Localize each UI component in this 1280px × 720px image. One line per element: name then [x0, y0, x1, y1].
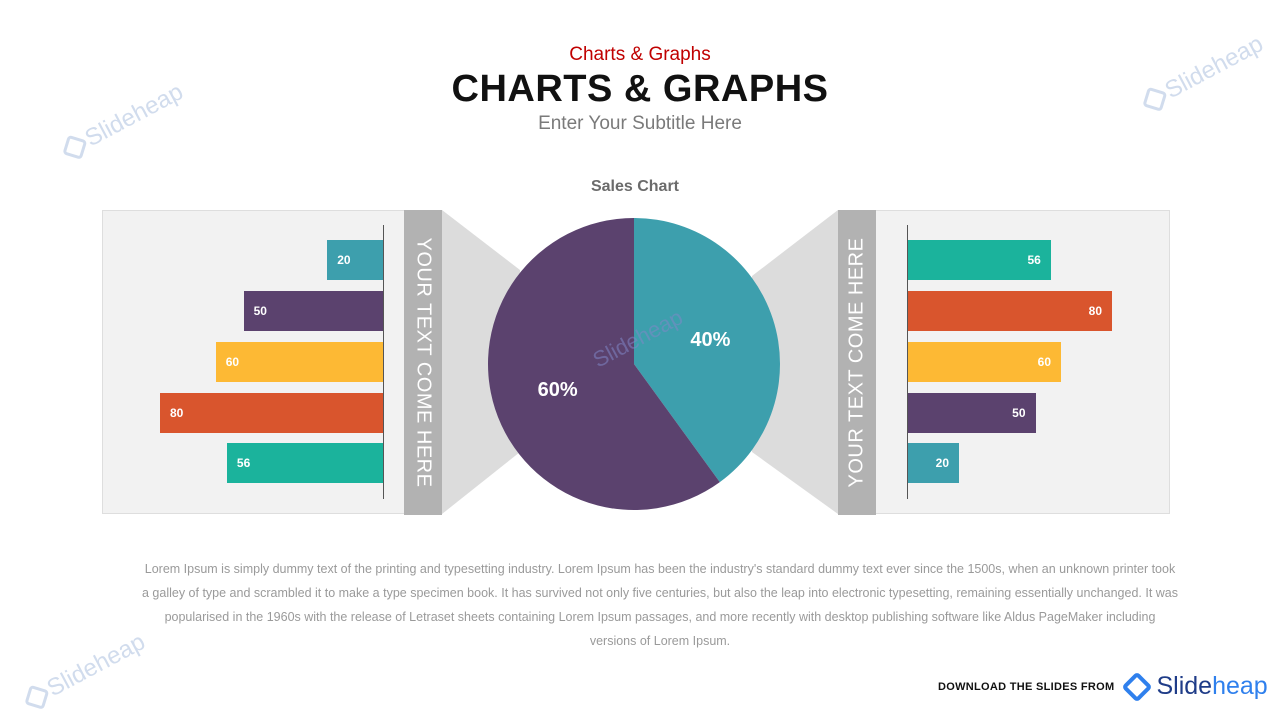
logo-slide-text: Slide — [1156, 672, 1213, 700]
slideheap-logo-icon — [1121, 670, 1154, 703]
right-bar-3: 50 — [908, 393, 1036, 433]
left-bar-label-0: 20 — [337, 253, 351, 267]
left-text-strip: YOUR TEXT COME HERE — [404, 210, 442, 515]
left-bar-3: 80 — [160, 393, 383, 433]
pie-label-0: 40% — [690, 329, 730, 351]
right-bar-label-1: 80 — [1088, 304, 1102, 318]
right-bar-label-2: 60 — [1037, 355, 1051, 369]
right-bar-0: 56 — [908, 240, 1051, 280]
left-bar-4: 56 — [226, 443, 383, 483]
left-bar-label-4: 56 — [236, 456, 251, 470]
eyebrow-title: Charts & Graphs — [569, 44, 711, 65]
right-bar-label-0: 56 — [1027, 253, 1041, 267]
right-bar-label-4: 20 — [935, 456, 949, 470]
left-connector — [442, 210, 520, 514]
right-text-strip: YOUR TEXT COME HERE — [838, 210, 876, 515]
left-bar-2: 60 — [215, 342, 383, 382]
right-bar-2: 60 — [908, 342, 1061, 382]
slideheap-logo[interactable]: Slide heap — [1121, 670, 1268, 703]
body-paragraph: Lorem Ipsum is simply dummy text of the … — [142, 562, 1178, 648]
footer: DOWNLOAD THE SLIDES FROM Slide heap — [938, 670, 1268, 703]
logo-heap-text: heap — [1212, 672, 1268, 700]
right-strip-label: YOUR TEXT COME HERE — [845, 237, 868, 488]
right-bar-1: 80 — [908, 291, 1112, 331]
pie-label-1: 60% — [538, 379, 578, 401]
right-bar-label-3: 50 — [1012, 406, 1026, 420]
pie-slice-0 — [634, 218, 780, 483]
left-strip-label: YOUR TEXT COME HERE — [412, 237, 435, 488]
pie-slice-1 — [487, 218, 720, 511]
right-connector — [752, 210, 838, 514]
download-text: DOWNLOAD THE SLIDES FROM — [938, 680, 1115, 693]
chart-title: Sales Chart — [590, 178, 680, 195]
left-bar-1: 50 — [243, 291, 383, 331]
left-bar-label-3: 80 — [170, 406, 184, 420]
pie-chart: 40% 60% — [487, 218, 780, 511]
right-bar-4: 20 — [908, 443, 959, 483]
page-subtitle: Enter Your Subtitle Here — [538, 113, 742, 134]
page-title: CHARTS & GRAPHS — [451, 68, 829, 110]
left-bar-label-2: 60 — [225, 355, 240, 369]
left-bar-0: 20 — [327, 240, 383, 280]
right-bar-axis — [907, 225, 908, 499]
left-bar-label-1: 50 — [253, 304, 267, 318]
left-bar-axis — [383, 225, 384, 499]
